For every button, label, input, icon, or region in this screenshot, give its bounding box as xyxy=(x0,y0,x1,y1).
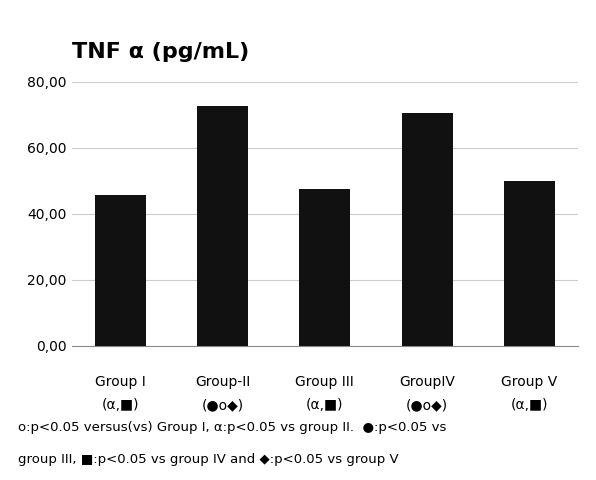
Bar xyxy=(504,180,555,346)
Text: (α,■): (α,■) xyxy=(101,398,139,412)
Text: o:p<0.05 versus(vs) Group I, α:p<0.05 vs group II.  ●:p<0.05 vs: o:p<0.05 versus(vs) Group I, α:p<0.05 vs… xyxy=(18,421,446,434)
Text: GroupIV: GroupIV xyxy=(399,375,455,389)
Bar xyxy=(299,189,350,346)
Text: Group I: Group I xyxy=(95,375,145,389)
Text: Group-II: Group-II xyxy=(195,375,250,389)
Text: Group III: Group III xyxy=(296,375,354,389)
Bar xyxy=(197,107,248,346)
Text: (●o◆): (●o◆) xyxy=(406,398,448,412)
Text: Group V: Group V xyxy=(501,375,558,389)
Text: (α,■): (α,■) xyxy=(306,398,343,412)
Text: (α,■): (α,■) xyxy=(511,398,548,412)
Text: (●o◆): (●o◆) xyxy=(201,398,244,412)
Text: group III, ■:p<0.05 vs group IV and ◆:p<0.05 vs group V: group III, ■:p<0.05 vs group IV and ◆:p<… xyxy=(18,453,399,466)
Text: TNF α (pg/mL): TNF α (pg/mL) xyxy=(72,42,249,62)
Bar xyxy=(402,113,453,346)
Bar xyxy=(95,195,145,346)
